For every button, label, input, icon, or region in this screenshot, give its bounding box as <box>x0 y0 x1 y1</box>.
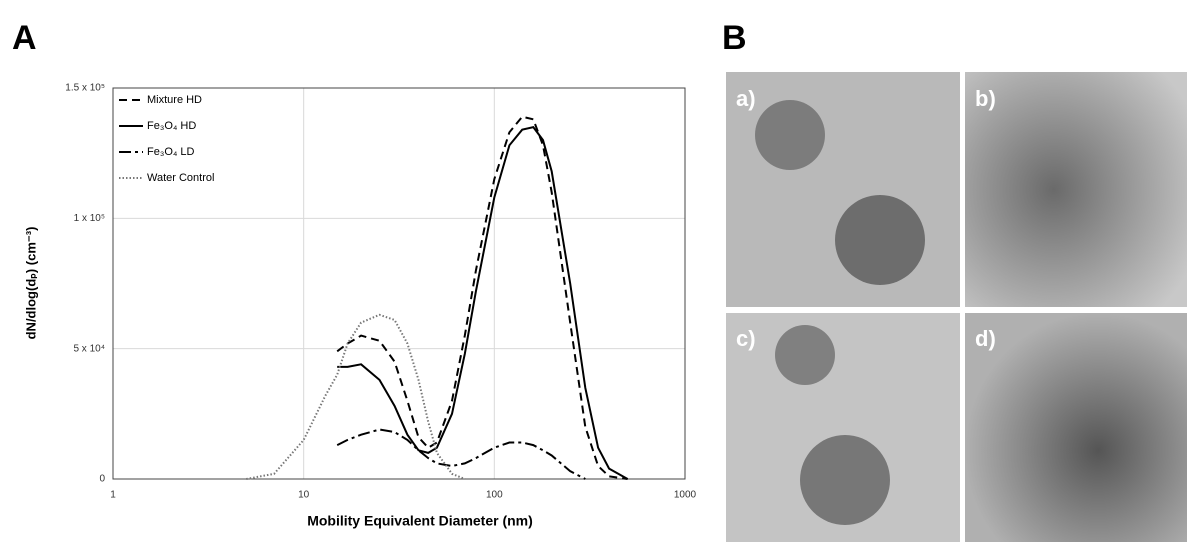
x-tick-label: 1 <box>110 490 116 501</box>
series-line <box>336 428 586 480</box>
panel-label: B <box>722 19 747 57</box>
legend-label: Water Control <box>147 172 214 184</box>
series-line <box>246 313 466 480</box>
image-a <box>726 72 960 307</box>
particle <box>800 435 890 525</box>
image-b <box>965 72 1187 307</box>
tem-images: a) b) c) d) <box>726 72 1187 542</box>
panel-label: A <box>12 19 37 57</box>
y-tick-label: 1 x 10⁵ <box>74 213 105 224</box>
legend-label: Fe₃O₄ LD <box>147 146 195 158</box>
x-axis-label: Mobility Equivalent Diameter (nm) <box>307 513 533 529</box>
image-label: b) <box>975 86 996 111</box>
image-label: a) <box>736 86 756 111</box>
y-tick-label: 1.5 x 10⁵ <box>65 83 105 94</box>
legend-label: Fe₃O₄ HD <box>147 120 196 132</box>
series-line <box>337 125 629 480</box>
particle <box>775 325 835 385</box>
particle <box>835 195 925 285</box>
y-axis-label: dN/dlog(dₚ) (cm⁻³) <box>23 227 38 340</box>
legend-label: Mixture HD <box>147 94 202 106</box>
image-label: d) <box>975 326 996 351</box>
y-tick-label: 0 <box>99 474 105 485</box>
image-d <box>965 313 1187 542</box>
x-tick-label: 10 <box>298 490 310 501</box>
x-tick-label: 1000 <box>674 490 697 501</box>
image-label: c) <box>736 326 756 351</box>
series-line <box>336 115 628 480</box>
y-tick-label: 5 x 10⁴ <box>73 343 105 354</box>
x-tick-label: 100 <box>486 490 503 501</box>
particle <box>755 100 825 170</box>
plot-frame <box>112 87 686 480</box>
